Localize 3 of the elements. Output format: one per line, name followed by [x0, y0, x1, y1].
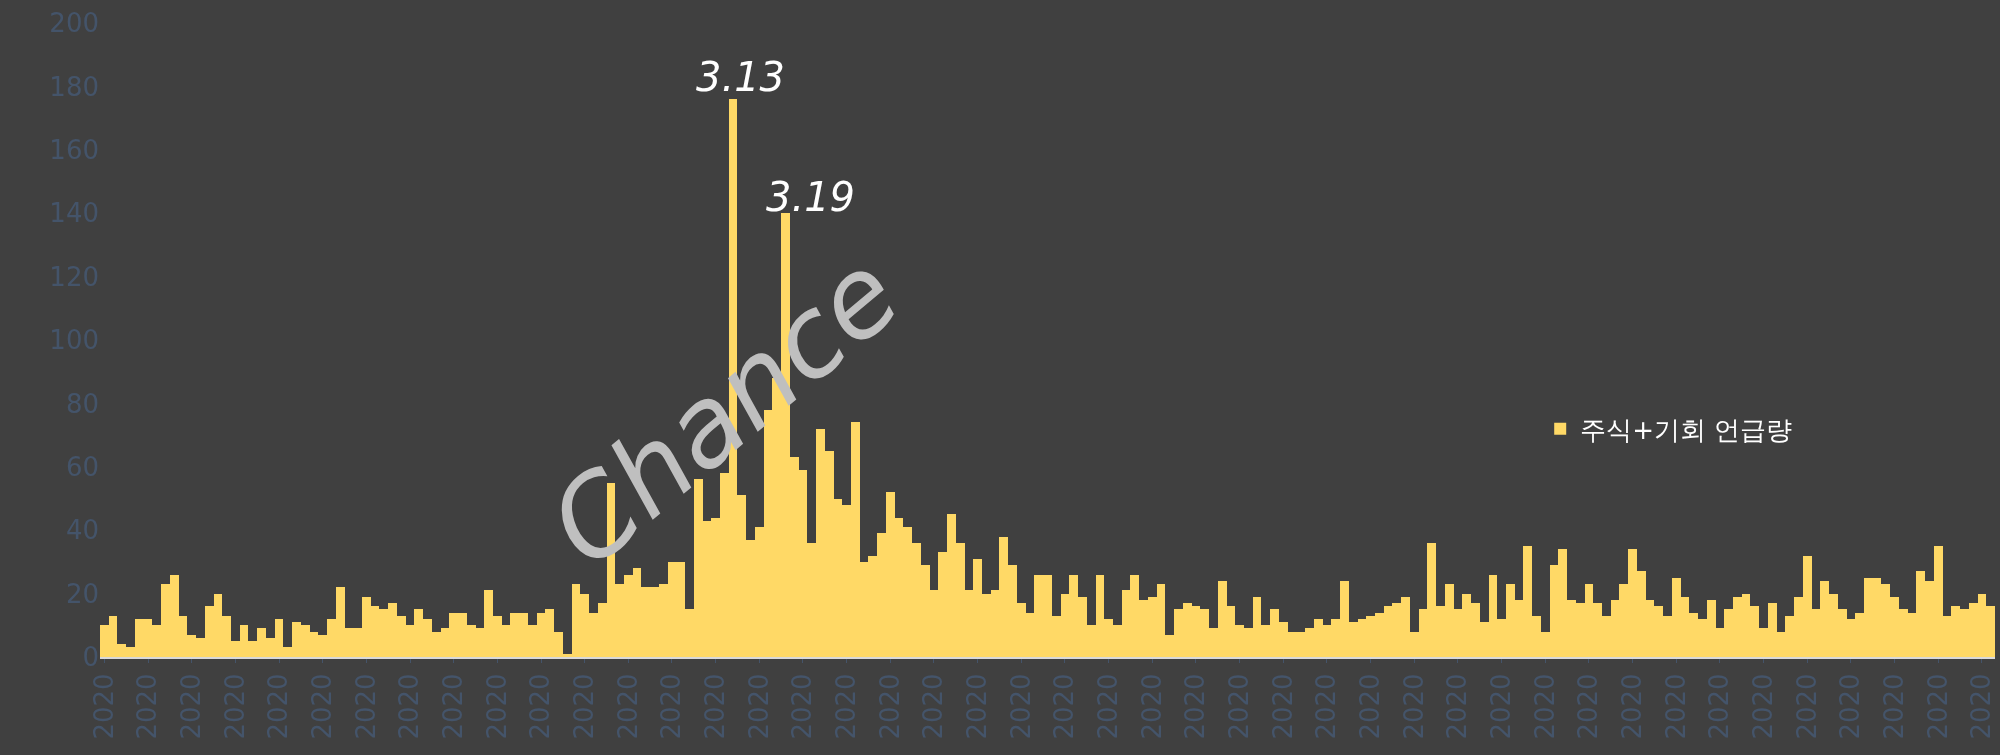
annotation: 3.13 — [696, 54, 786, 100]
annotation: 3.19 — [766, 174, 856, 220]
legend-label: 주식+기회 언급량 — [1580, 414, 1793, 445]
